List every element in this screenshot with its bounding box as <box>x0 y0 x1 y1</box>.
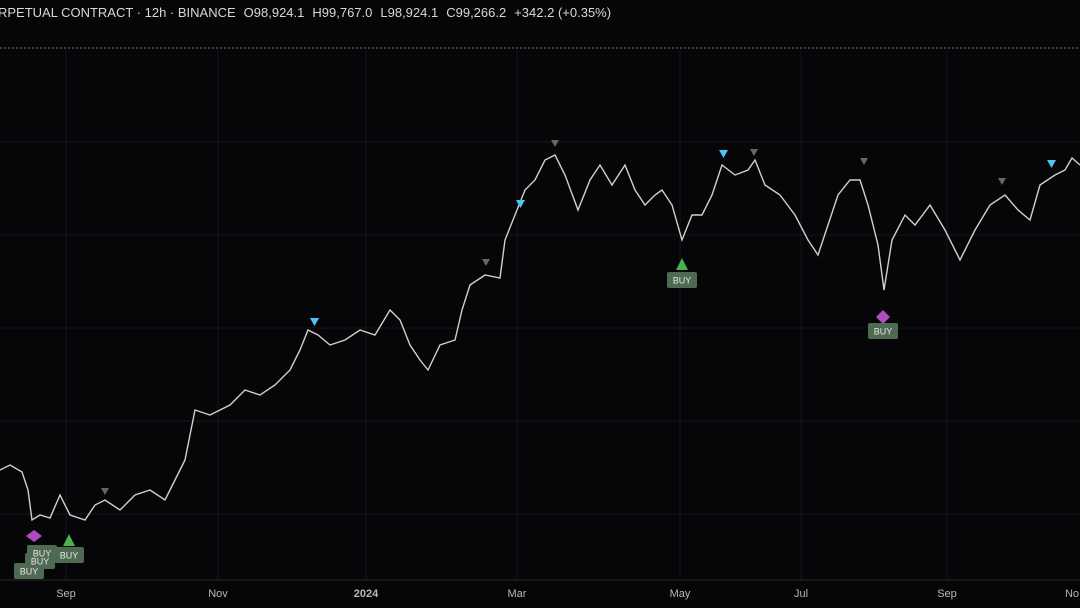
x-axis-label: 2024 <box>354 588 379 600</box>
signal-markers <box>26 140 1056 546</box>
x-axis-label: Mar <box>508 588 527 600</box>
x-axis-label: Nov <box>208 588 228 600</box>
low: L98,924.1 <box>380 5 438 20</box>
price-trace <box>0 154 1080 522</box>
symbol: RPETUAL CONTRACT · 12h · BINANCE <box>0 5 236 20</box>
high: H99,767.0 <box>312 5 372 20</box>
buy-label: BUY <box>33 548 52 558</box>
buy-label: BUY <box>20 566 39 576</box>
x-axis-label: Sep <box>56 588 76 600</box>
buy-label: BUY <box>874 326 893 336</box>
x-axis-label: Jul <box>794 588 808 600</box>
header: RPETUAL CONTRACT · 12h · BINANCE O98,924.… <box>0 5 611 20</box>
x-axis-label: Sep <box>937 588 957 600</box>
buy-label: BUY <box>60 550 79 560</box>
buy-label: BUY <box>673 275 692 285</box>
open: O98,924.1 <box>244 5 305 20</box>
close: C99,266.2 <box>446 5 506 20</box>
change: +342.2 (+0.35%) <box>514 5 611 20</box>
buy-boxes <box>14 272 898 579</box>
x-axis-label: No <box>1065 588 1079 600</box>
grid <box>0 50 1080 580</box>
x-axis-label: May <box>670 588 691 600</box>
buy-label: BUY <box>31 556 50 566</box>
